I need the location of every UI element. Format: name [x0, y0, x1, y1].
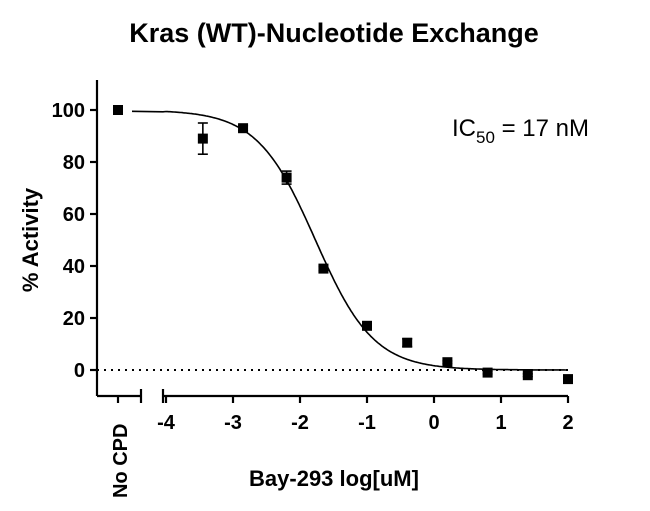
y-axis-label: % Activity	[18, 187, 43, 292]
data-point	[522, 370, 533, 381]
y-tick-label: 20	[63, 308, 85, 330]
ic50-subscript: 50	[476, 128, 495, 147]
ic50-value: = 17 nM	[495, 115, 589, 142]
y-tick-label: 100	[52, 100, 85, 122]
x-tick-label: -4	[157, 412, 176, 434]
ic50-prefix: IC	[452, 115, 476, 142]
x-tick-label: 0	[428, 412, 439, 434]
x-tick-label: -1	[358, 412, 376, 434]
x-tick-label: -3	[224, 412, 242, 434]
data-point	[402, 337, 413, 348]
y-tick-label: 60	[63, 204, 85, 226]
data-point	[563, 374, 573, 385]
data-point	[197, 133, 208, 144]
y-tick-label: 0	[74, 360, 85, 382]
x-tick-label: 2	[562, 412, 573, 434]
ic50-annotation: IC50 = 17 nM	[452, 115, 589, 147]
data-point	[362, 320, 372, 331]
data-point	[482, 367, 493, 378]
data-point	[238, 123, 249, 134]
y-tick-label: 40	[63, 256, 85, 278]
y-axis: 0 20 40 60 80 100	[52, 80, 99, 396]
y-tick-label: 80	[63, 152, 85, 174]
data-point-no-cpd	[113, 105, 123, 115]
data-points	[113, 105, 573, 385]
data-point	[442, 357, 453, 368]
x-axis: -4 -3 -2 -1 0 1 2	[97, 389, 574, 434]
data-point	[318, 263, 329, 274]
data-point	[281, 172, 292, 183]
chart-title: Kras (WT)-Nucleotide Exchange	[129, 18, 539, 48]
x-axis-label: Bay-293 log[uM]	[249, 466, 419, 491]
x-category-label-no-cpd: No CPD	[110, 424, 132, 498]
fit-curve	[131, 110, 568, 371]
x-tick-label: -2	[291, 412, 309, 434]
x-tick-label: 1	[495, 412, 506, 434]
